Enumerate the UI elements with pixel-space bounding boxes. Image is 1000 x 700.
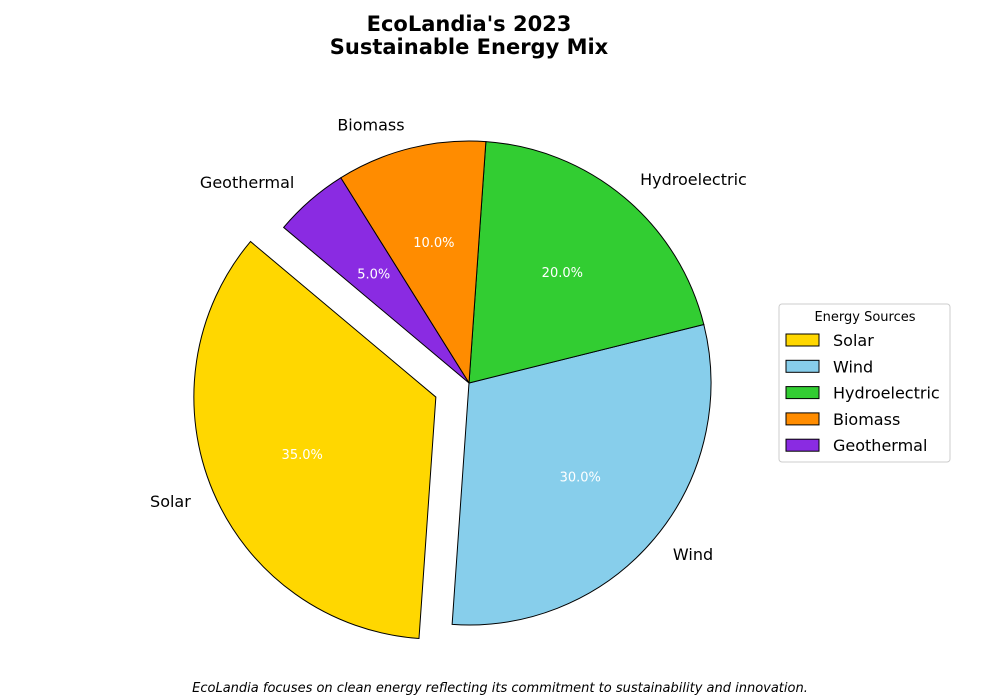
legend-swatch-geothermal (785, 438, 820, 452)
pct-label-hydroelectric: 20.0% (542, 266, 583, 281)
legend-swatch-solar (785, 333, 820, 347)
pct-label-wind: 30.0% (560, 470, 601, 485)
legend-frame (778, 303, 951, 463)
legend-label-solar: Solar (833, 331, 874, 350)
pie-slice-solar (193, 240, 437, 640)
chart-caption: EcoLandia focuses on clean energy reflec… (192, 681, 808, 696)
pie-slice-biomass (340, 140, 487, 385)
legend-label-hydroelectric: Hydroelectric (833, 384, 940, 403)
pie-slice-wind (451, 323, 712, 626)
legend-title: Energy Sources (814, 310, 915, 325)
pie: 35.0% Solar 30.0% Wind 20.0% Hydroelectric 10.… (150, 116, 747, 640)
pie-slice-hydroelectric (468, 141, 705, 384)
pct-label-solar: 35.0% (282, 448, 323, 463)
slice-label-solar: Solar (150, 492, 191, 511)
slice-label-wind: Wind (673, 545, 713, 564)
slice-label-hydroelectric: Hydroelectric (640, 170, 747, 189)
legend-swatch-wind (785, 359, 820, 373)
slice-label-biomass: Biomass (337, 116, 404, 135)
legend-swatch-hydroelectric (785, 386, 820, 400)
legend: Energy Sources Solar Wind Hydroelectric Bio… (778, 303, 951, 463)
legend-label-geothermal: Geothermal (833, 436, 927, 455)
chart-title-line-2: Sustainable Energy Mix (330, 35, 609, 59)
legend-label-wind: Wind (833, 357, 873, 376)
chart-title-line-1: EcoLandia's 2023 (367, 12, 572, 36)
legend-label-biomass: Biomass (833, 410, 900, 429)
pie-slice-geothermal (282, 177, 470, 384)
pct-label-biomass: 10.0% (413, 236, 454, 251)
legend-swatch-biomass (785, 412, 820, 426)
slice-label-geothermal: Geothermal (200, 173, 294, 192)
pct-label-geothermal: 5.0% (357, 267, 390, 282)
